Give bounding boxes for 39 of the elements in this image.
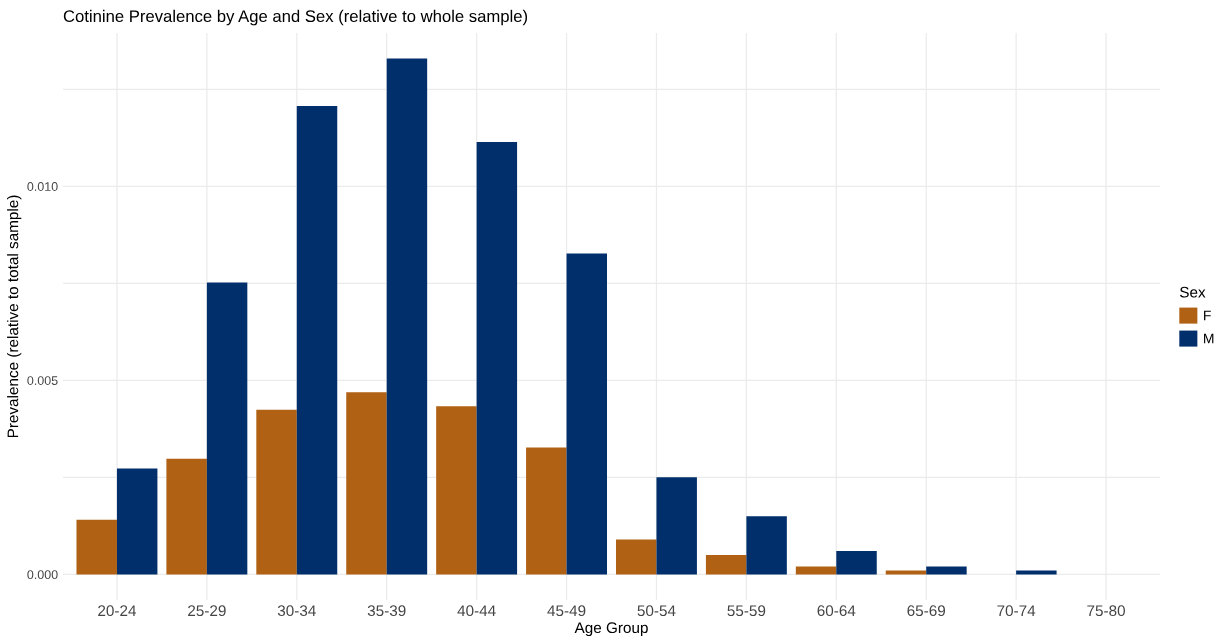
bar (436, 406, 477, 575)
x-tick-label: 30-34 (277, 605, 316, 617)
legend-label: M (1204, 333, 1214, 344)
bar (566, 253, 607, 575)
x-tick-label: 55-59 (727, 605, 766, 617)
bar (76, 519, 117, 575)
x-tick-label: 75-80 (1087, 605, 1125, 617)
bar (836, 551, 877, 575)
legend-title: Sex (1180, 286, 1206, 298)
y-tick-label: 0.000 (27, 570, 58, 580)
x-tick-label: 35-39 (367, 605, 406, 617)
y-tick-label: 0.010 (27, 182, 58, 191)
bar (386, 58, 428, 575)
chart-title: Cotinine Prevalence by Age and Sex (relative to whole sample) (63, 9, 528, 26)
bar (746, 516, 787, 575)
x-tick-label: 50-54 (637, 605, 676, 617)
x-axis-title: Age Group (574, 622, 648, 637)
bar (656, 477, 697, 575)
bar (206, 282, 248, 575)
bar (116, 468, 158, 575)
bar (526, 447, 567, 575)
bar (616, 539, 657, 575)
x-tick-label: 70-74 (997, 605, 1036, 617)
x-tick-label: 25-29 (188, 605, 226, 617)
x-tick-label: 60-64 (817, 605, 856, 617)
x-tick-label: 65-69 (907, 605, 946, 617)
bar (926, 566, 967, 575)
x-tick-label: 45-49 (547, 605, 586, 617)
bar (166, 458, 207, 575)
x-tick-label: 40-44 (457, 605, 496, 617)
legend-label: F (1204, 310, 1211, 321)
bar (296, 105, 338, 575)
bar (256, 409, 297, 575)
bar (346, 392, 387, 575)
y-tick-label: 0.005 (27, 376, 58, 385)
bar (476, 142, 518, 575)
y-axis-title: Prevalence (relative to total sample) (7, 195, 22, 438)
bar (705, 554, 747, 575)
x-tick-label: 20-24 (98, 605, 137, 617)
